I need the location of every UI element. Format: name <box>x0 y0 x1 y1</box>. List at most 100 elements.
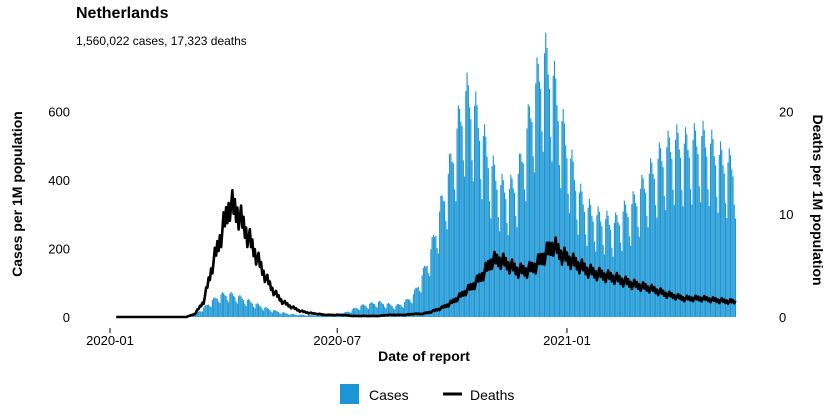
cases-bar <box>699 202 702 317</box>
cases-bar <box>696 146 698 317</box>
cases-bar <box>430 249 432 317</box>
cases-bar <box>689 188 692 317</box>
cases-bar <box>360 305 362 317</box>
cases-bar <box>214 297 216 317</box>
cases-bar <box>208 304 210 317</box>
cases-bar <box>457 105 459 317</box>
cases-bar <box>573 179 575 317</box>
cases-bar <box>359 310 361 317</box>
cases-bar <box>229 293 231 317</box>
cases-bar <box>282 312 285 317</box>
cases-bar <box>693 123 695 318</box>
cases-bar <box>209 306 211 317</box>
cases-bar <box>525 201 527 317</box>
cases-bar <box>480 179 482 317</box>
cases-bar <box>482 136 484 317</box>
cases-bar <box>578 192 580 317</box>
cases-bar <box>521 161 523 317</box>
cases-bar <box>606 210 608 317</box>
cases-bar <box>713 156 715 317</box>
x-tick-label: 2021-01 <box>543 333 591 348</box>
cases-bar <box>427 273 429 317</box>
cases-bar <box>663 195 665 317</box>
cases-bar <box>369 303 371 317</box>
cases-bar <box>527 104 529 317</box>
cases-bar <box>221 292 223 317</box>
cases-bar <box>523 189 526 317</box>
cases-bar <box>487 168 489 317</box>
cases-bar <box>394 309 396 317</box>
cases-bar <box>688 157 690 317</box>
cases-bar <box>605 219 607 317</box>
cases-bar <box>286 313 288 317</box>
cases-bar <box>717 212 719 317</box>
cases-bar <box>612 256 614 317</box>
cases-bar <box>272 310 275 317</box>
cases-bar <box>502 180 504 317</box>
cases-bar <box>450 153 452 317</box>
cases-bar <box>706 156 708 317</box>
cases-bar <box>300 314 302 317</box>
cases-bar <box>555 78 557 317</box>
legend-cases-label: Cases <box>369 387 409 403</box>
cases-bar <box>411 303 413 317</box>
cases-bar <box>712 139 714 317</box>
x-tick-label: 2020-01 <box>86 333 134 348</box>
cases-bar <box>449 153 451 317</box>
cases-bar <box>370 302 372 317</box>
cases-bar <box>264 307 266 317</box>
cases-bar <box>464 176 466 317</box>
cases-bar <box>301 314 303 317</box>
cases-bar <box>513 192 516 317</box>
cases-bar <box>572 161 574 317</box>
cases-bar <box>426 265 428 317</box>
cases-bar <box>456 128 458 317</box>
cases-bar <box>469 107 471 317</box>
y-axis-left-title: Cases per 1M population <box>9 111 25 277</box>
cases-bar <box>476 105 478 317</box>
cases-bar <box>615 212 617 317</box>
cases-bar <box>721 149 723 317</box>
cases-bar <box>580 183 582 317</box>
cases-bar <box>402 307 404 317</box>
cases-bar <box>316 315 318 317</box>
cases-bar <box>703 130 705 317</box>
cases-bar <box>657 158 659 317</box>
cases-bar <box>628 236 630 317</box>
cases-bar <box>365 305 367 317</box>
cases-bar <box>380 301 382 317</box>
cases-bar <box>203 307 205 317</box>
cases-bar <box>682 206 684 317</box>
cases-bar <box>472 181 474 317</box>
cases-bar <box>692 139 694 317</box>
cases-bar <box>734 218 737 317</box>
x-tick-label: 2020-07 <box>313 333 361 348</box>
cases-bar <box>400 304 402 317</box>
cases-bar <box>726 217 728 317</box>
cases-bar <box>193 315 195 317</box>
cases-bar <box>409 299 411 317</box>
cases-bar <box>250 302 252 317</box>
x-axis-title: Date of report <box>378 348 470 364</box>
cases-bar <box>361 304 363 317</box>
cases-bar <box>439 211 441 317</box>
cases-bar <box>510 174 512 317</box>
cases-bar <box>656 217 658 317</box>
cases-bar <box>376 307 378 317</box>
cases-bar <box>407 299 409 317</box>
cases-bar <box>587 207 589 317</box>
cases-bar <box>422 267 424 317</box>
cases-bar <box>379 300 381 317</box>
cases-bar <box>231 293 233 317</box>
cases-bar <box>271 312 273 317</box>
cases-bar <box>224 295 226 317</box>
cases-bar <box>702 120 704 317</box>
chart-subtitle: 1,560,022 cases, 17,323 deaths <box>76 34 247 48</box>
cases-bar <box>251 303 253 317</box>
cases-bar <box>542 151 544 317</box>
cases-bar <box>671 158 673 317</box>
cases-bar <box>444 201 446 317</box>
cases-bar <box>220 294 222 317</box>
cases-bar <box>253 306 255 317</box>
cases-bar <box>446 229 448 317</box>
